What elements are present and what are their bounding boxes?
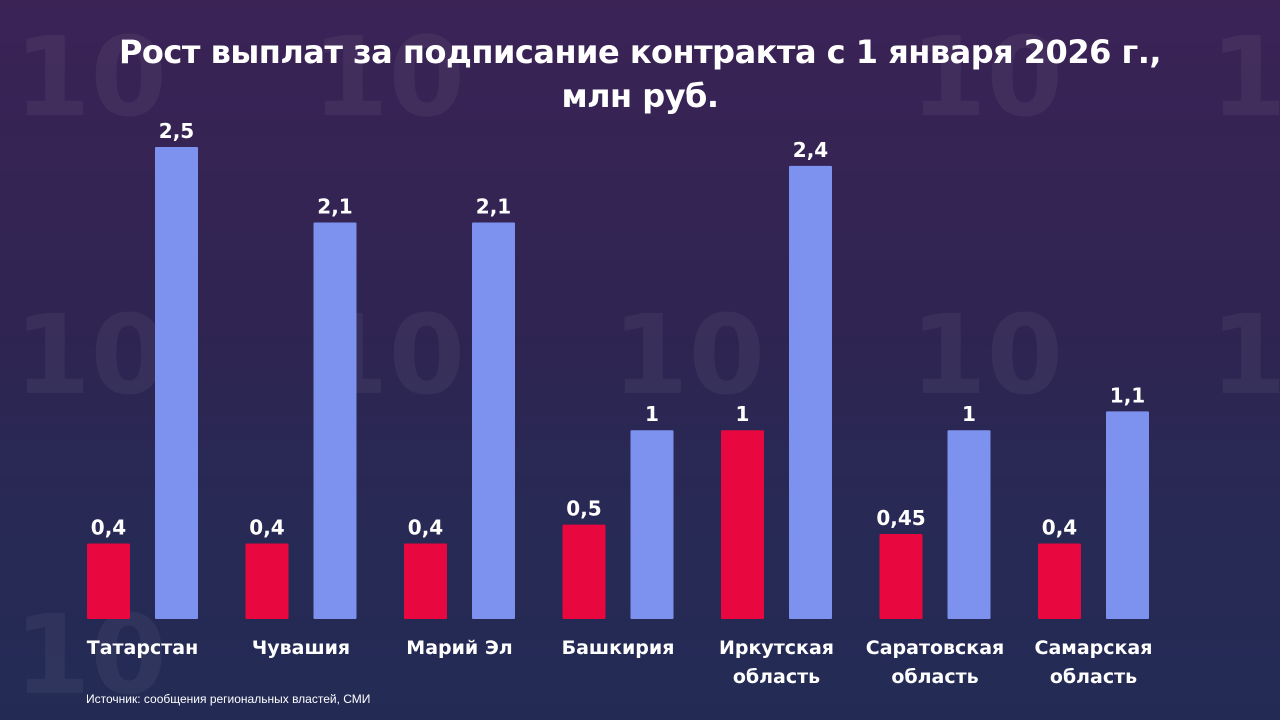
watermark-logo: 10 — [910, 291, 1064, 419]
bar-after — [947, 430, 991, 619]
bar-value-label: 1 — [645, 402, 659, 426]
bar-value-label: 2,1 — [476, 195, 511, 219]
bar-after — [1106, 411, 1149, 619]
watermark-logo: 10 — [312, 13, 466, 141]
category-label: область — [1050, 666, 1137, 688]
bar-value-label: 2,1 — [317, 195, 352, 219]
category-label: Татарстан — [87, 637, 198, 659]
bar-after — [789, 165, 832, 619]
category-label: Башкирия — [562, 637, 675, 659]
bar-before — [879, 534, 923, 619]
watermark-logo: 10 — [1210, 291, 1280, 419]
bar-after — [155, 147, 198, 619]
bar-value-label: 0,5 — [566, 497, 601, 521]
bar-before — [1038, 543, 1081, 619]
watermark-logo: 10 — [612, 291, 766, 419]
watermark-logo: 10 — [1210, 13, 1280, 141]
bar-value-label: 2,4 — [793, 138, 828, 162]
bar-value-label: 0,4 — [408, 515, 443, 539]
source-note: Источник: сообщения региональных властей… — [86, 692, 371, 706]
category-label: область — [733, 666, 820, 688]
bar-value-label: 0,45 — [876, 506, 925, 530]
category-label: Чувашия — [252, 637, 350, 659]
watermark-logo: 10 — [910, 13, 1064, 141]
category-label: Саратовская — [866, 637, 1004, 659]
watermark-logo: 10 — [14, 13, 168, 141]
bar-before — [87, 543, 130, 619]
bar-value-label: 1 — [736, 402, 750, 426]
category-label: область — [891, 666, 978, 688]
bar-before — [721, 430, 764, 619]
chart-title-line-2: млн руб. — [561, 77, 719, 115]
bar-value-label: 1,1 — [1110, 383, 1145, 407]
bar-before — [562, 524, 606, 619]
bar-value-label: 0,4 — [91, 515, 126, 539]
bar-after — [472, 222, 515, 619]
watermark-logo: 10 — [14, 291, 168, 419]
bar-before — [404, 543, 447, 619]
chart-title: Рост выплат за подписание контракта с 1 … — [40, 30, 1240, 118]
category-label: Самарская — [1035, 637, 1153, 659]
bar-value-label: 0,4 — [1042, 515, 1077, 539]
bar-value-label: 0,4 — [249, 515, 284, 539]
bar-before — [245, 543, 289, 619]
bar-value-label: 2,5 — [159, 119, 194, 143]
bar-value-label: 1 — [962, 402, 976, 426]
bar-after — [630, 430, 674, 619]
bar-after — [313, 222, 357, 619]
chart-title-line-1: Рост выплат за подписание контракта с 1 … — [118, 33, 1162, 71]
category-label: Марий Эл — [406, 637, 512, 659]
category-label: Иркутская — [719, 637, 834, 659]
